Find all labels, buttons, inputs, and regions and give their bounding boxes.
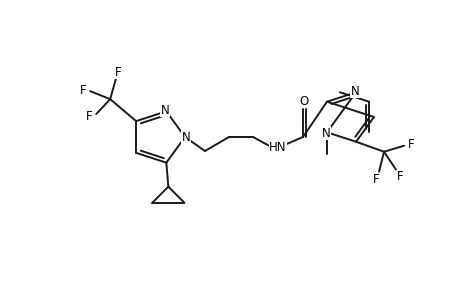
Text: N: N [321, 127, 330, 140]
Text: N: N [161, 104, 169, 117]
Text: N: N [181, 130, 190, 143]
Text: N: N [350, 85, 358, 98]
Text: O: O [299, 94, 308, 107]
Text: F: F [86, 110, 92, 123]
Text: F: F [372, 173, 379, 186]
Text: F: F [407, 138, 414, 151]
Text: F: F [80, 84, 86, 97]
Text: F: F [396, 170, 403, 183]
Text: F: F [115, 66, 121, 79]
Text: HN: HN [269, 140, 286, 154]
